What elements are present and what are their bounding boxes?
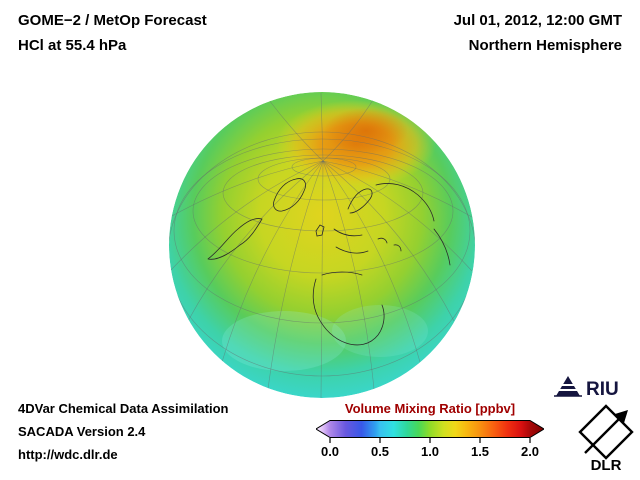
colorbar-scale <box>316 420 544 443</box>
colorbar-ticks <box>329 438 531 443</box>
header-left: GOME−2 / MetOp Forecast HCl at 55.4 hPa <box>18 8 207 58</box>
plot-title: GOME−2 / MetOp Forecast <box>18 12 207 29</box>
plot-region: Northern Hemisphere <box>468 37 622 54</box>
colorbar-tick-label: 0.0 <box>320 444 340 459</box>
dlr-logo-icon: DLR <box>578 404 634 472</box>
colorbar-title: Volume Mixing Ratio [ppbv] <box>344 401 516 416</box>
credit-assimilation: 4DVar Chemical Data Assimilation <box>18 401 229 416</box>
svg-text:RIU: RIU <box>586 379 619 400</box>
colorbar-tick-label: 1.0 <box>420 444 440 459</box>
coastlines <box>207 178 451 346</box>
credit-version: SACADA Version 2.4 <box>18 424 146 439</box>
header-right: Jul 01, 2012, 12:00 GMT Northern Hemisph… <box>454 8 622 58</box>
colorbar-tick-label: 1.5 <box>470 444 490 459</box>
low-value-patch-left <box>222 311 346 371</box>
colorbar: Volume Mixing Ratio [ppbv] <box>316 401 544 460</box>
credit-url: http://wdc.dlr.de <box>18 447 118 462</box>
colorbar-tick-label: 2.0 <box>520 444 540 459</box>
high-value-core <box>324 108 408 154</box>
dlr-logo-text: DLR <box>591 457 622 472</box>
plot-datetime: Jul 01, 2012, 12:00 GMT <box>453 12 622 29</box>
footer-credits: 4DVar Chemical Data Assimilation SACADA … <box>18 397 229 466</box>
riu-logo-icon: RIU <box>554 376 619 400</box>
colorbar-tick-label: 0.5 <box>370 444 390 459</box>
graticule <box>169 92 475 398</box>
low-value-patch-right <box>332 305 428 357</box>
colorbar-arrow-bar <box>316 420 544 438</box>
hemisphere-map <box>169 92 475 398</box>
plot-subtitle-species: HCl at 55.4 hPa <box>18 37 127 54</box>
